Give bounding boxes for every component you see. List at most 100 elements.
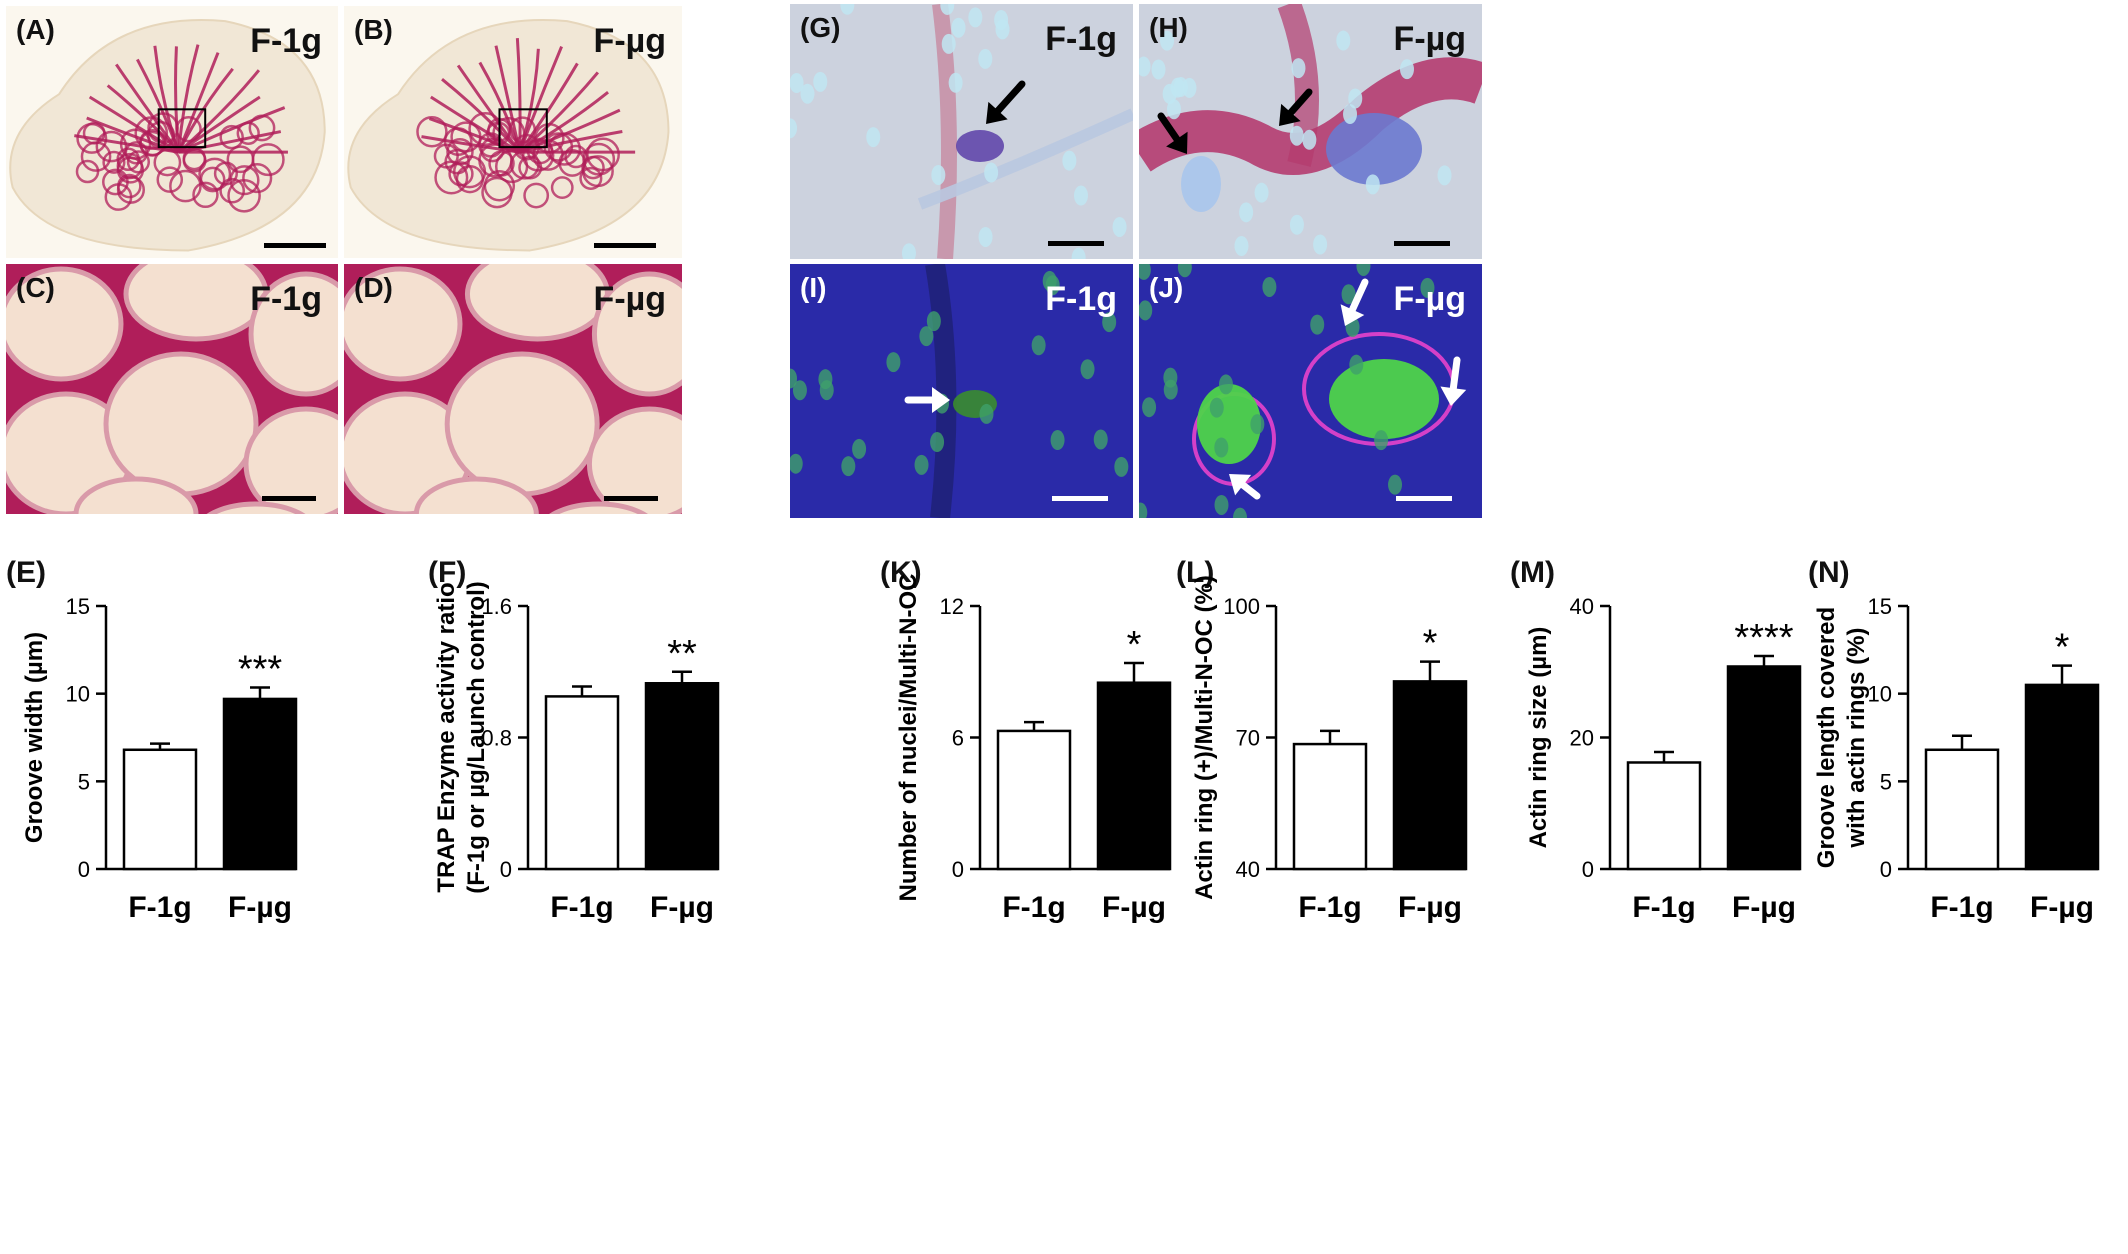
nucleus (840, 4, 855, 15)
x-tick-label: F-1g (1002, 891, 1065, 924)
y-tick-label: 40 (1236, 857, 1260, 882)
lacunae (344, 264, 682, 514)
condition-label: F-1g (1045, 20, 1117, 58)
nucleus (1262, 276, 1277, 297)
nucleus (1170, 77, 1185, 98)
x-tick-label: F-1g (128, 891, 191, 924)
chart-panel-label: (E) (6, 556, 46, 589)
bar-chart-n: (N) 0 5 10 15 Groove length covered with acti… (1808, 556, 2124, 1246)
nucleus (1336, 30, 1351, 51)
x-tick-label: F-µg (1732, 891, 1796, 924)
micrograph-image (6, 264, 338, 514)
zoom-box (157, 108, 207, 149)
arrow-icon (1440, 356, 1467, 406)
micrograph-panel-d: (D) F-µg (344, 264, 682, 514)
nucleus (931, 164, 946, 185)
bar-chart-f: (F) 0 0.8 1.6 TRAP Enzyme activity ratio (F-… (428, 556, 748, 1246)
nucleus (1045, 275, 1060, 296)
fluorescent-tissue (790, 264, 1129, 518)
nucleus (1112, 216, 1127, 237)
bar-chart-l: (L) 40 70 100 Actin ring (+)/Multi-N-OC (%)… (1176, 556, 1476, 1246)
condition-label: F-µg (593, 280, 666, 318)
y-tick-label: 5 (1880, 769, 1892, 794)
nucleus (1139, 300, 1153, 321)
x-tick-label: F-1g (1298, 891, 1361, 924)
panel-label: (B) (354, 14, 393, 45)
nucleus (1343, 104, 1358, 125)
y-axis-title: (F-1g or µg/Launch control) (463, 581, 490, 893)
nucleus (800, 83, 815, 104)
bar-treated (2024, 683, 2100, 871)
nucleus (1182, 77, 1197, 98)
nucleus (1289, 214, 1304, 235)
y-tick-label: 15 (1868, 594, 1892, 619)
panel-label: (A) (16, 14, 55, 45)
condition-label: F-µg (1393, 20, 1466, 58)
nucleus (968, 7, 983, 28)
nucleus (940, 4, 955, 15)
nucleus (1313, 234, 1328, 255)
nucleus (951, 17, 966, 38)
nucleus (1062, 150, 1077, 171)
nucleus (841, 456, 856, 477)
condition-label: F-µg (1393, 280, 1466, 318)
nucleus (1142, 397, 1157, 418)
nucleus (1348, 88, 1363, 109)
nucleus (866, 127, 881, 148)
nucleus (1218, 374, 1233, 395)
nucleus (1399, 59, 1414, 80)
chart-panel-label: (M) (1510, 556, 1555, 589)
chart-plot: 0 20 40 Actin ring size (µm) F-1g F-µg **** (1525, 594, 1802, 924)
nucleus (1139, 56, 1151, 77)
osteoclast (1181, 156, 1221, 212)
nucleus (1291, 58, 1306, 79)
nucleus (919, 326, 934, 347)
y-axis-title: TRAP Enzyme activity ratio (433, 582, 460, 892)
micrograph-panel-h: (H) F-µg (1139, 4, 1482, 259)
nucleus (886, 352, 901, 373)
nucleus (1254, 182, 1269, 203)
y-tick-label: 0 (78, 857, 90, 882)
panel-label: (G) (800, 12, 841, 43)
y-tick-label: 1.6 (481, 594, 512, 619)
x-tick-label: F-µg (1398, 891, 1462, 924)
y-tick-label: 0 (1880, 857, 1892, 882)
x-tick-label: F-µg (1102, 891, 1166, 924)
nucleus (1341, 284, 1356, 305)
lacunae (6, 264, 338, 514)
y-tick-label: 0 (1582, 857, 1594, 882)
y-axis-title: Actin ring (+)/Multi-N-OC (%) (1191, 575, 1218, 900)
nucleus (1420, 277, 1435, 298)
scale-bar (594, 243, 656, 248)
significance-marker: ** (667, 633, 697, 675)
condition-label: F-1g (1045, 280, 1117, 318)
nucleus (1114, 456, 1129, 477)
arrow-icon (1229, 474, 1261, 500)
nucleus (1139, 264, 1151, 280)
y-tick-label: 6 (952, 726, 964, 751)
panel-label: (D) (354, 272, 393, 303)
nucleus (1139, 502, 1148, 518)
x-tick-label: F-µg (2030, 891, 2094, 924)
y-axis-title: Actin ring size (µm) (1525, 627, 1552, 849)
bar-treated (1392, 680, 1468, 871)
condition-label: F-1g (250, 22, 322, 60)
x-tick-label: F-µg (650, 891, 714, 924)
arrow-icon (904, 387, 950, 413)
chart-plot: 0 6 12 Number of nuclei/Multi-N-OC F-1g F-µg * (895, 574, 1172, 924)
y-tick-label: 10 (1868, 682, 1892, 707)
micrograph-panel-b: (B) F-µg (344, 6, 682, 258)
chart-plot: 0 0.8 1.6 TRAP Enzyme activity ratio (F-1g o… (433, 581, 720, 924)
micrograph-panel-j: (J) F-µg (1139, 264, 1482, 518)
x-tick-label: F-1g (1632, 891, 1695, 924)
nucleus (1166, 99, 1181, 120)
significance-marker: **** (1734, 617, 1793, 659)
condition-label: F-1g (250, 280, 322, 318)
arrow-icon (1279, 88, 1313, 126)
nucleus (1177, 264, 1192, 278)
nucleus (1209, 397, 1224, 418)
nucleus (1031, 335, 1046, 356)
nucleus (1310, 314, 1325, 335)
significance-marker: *** (238, 649, 283, 691)
nucleus (984, 162, 999, 183)
